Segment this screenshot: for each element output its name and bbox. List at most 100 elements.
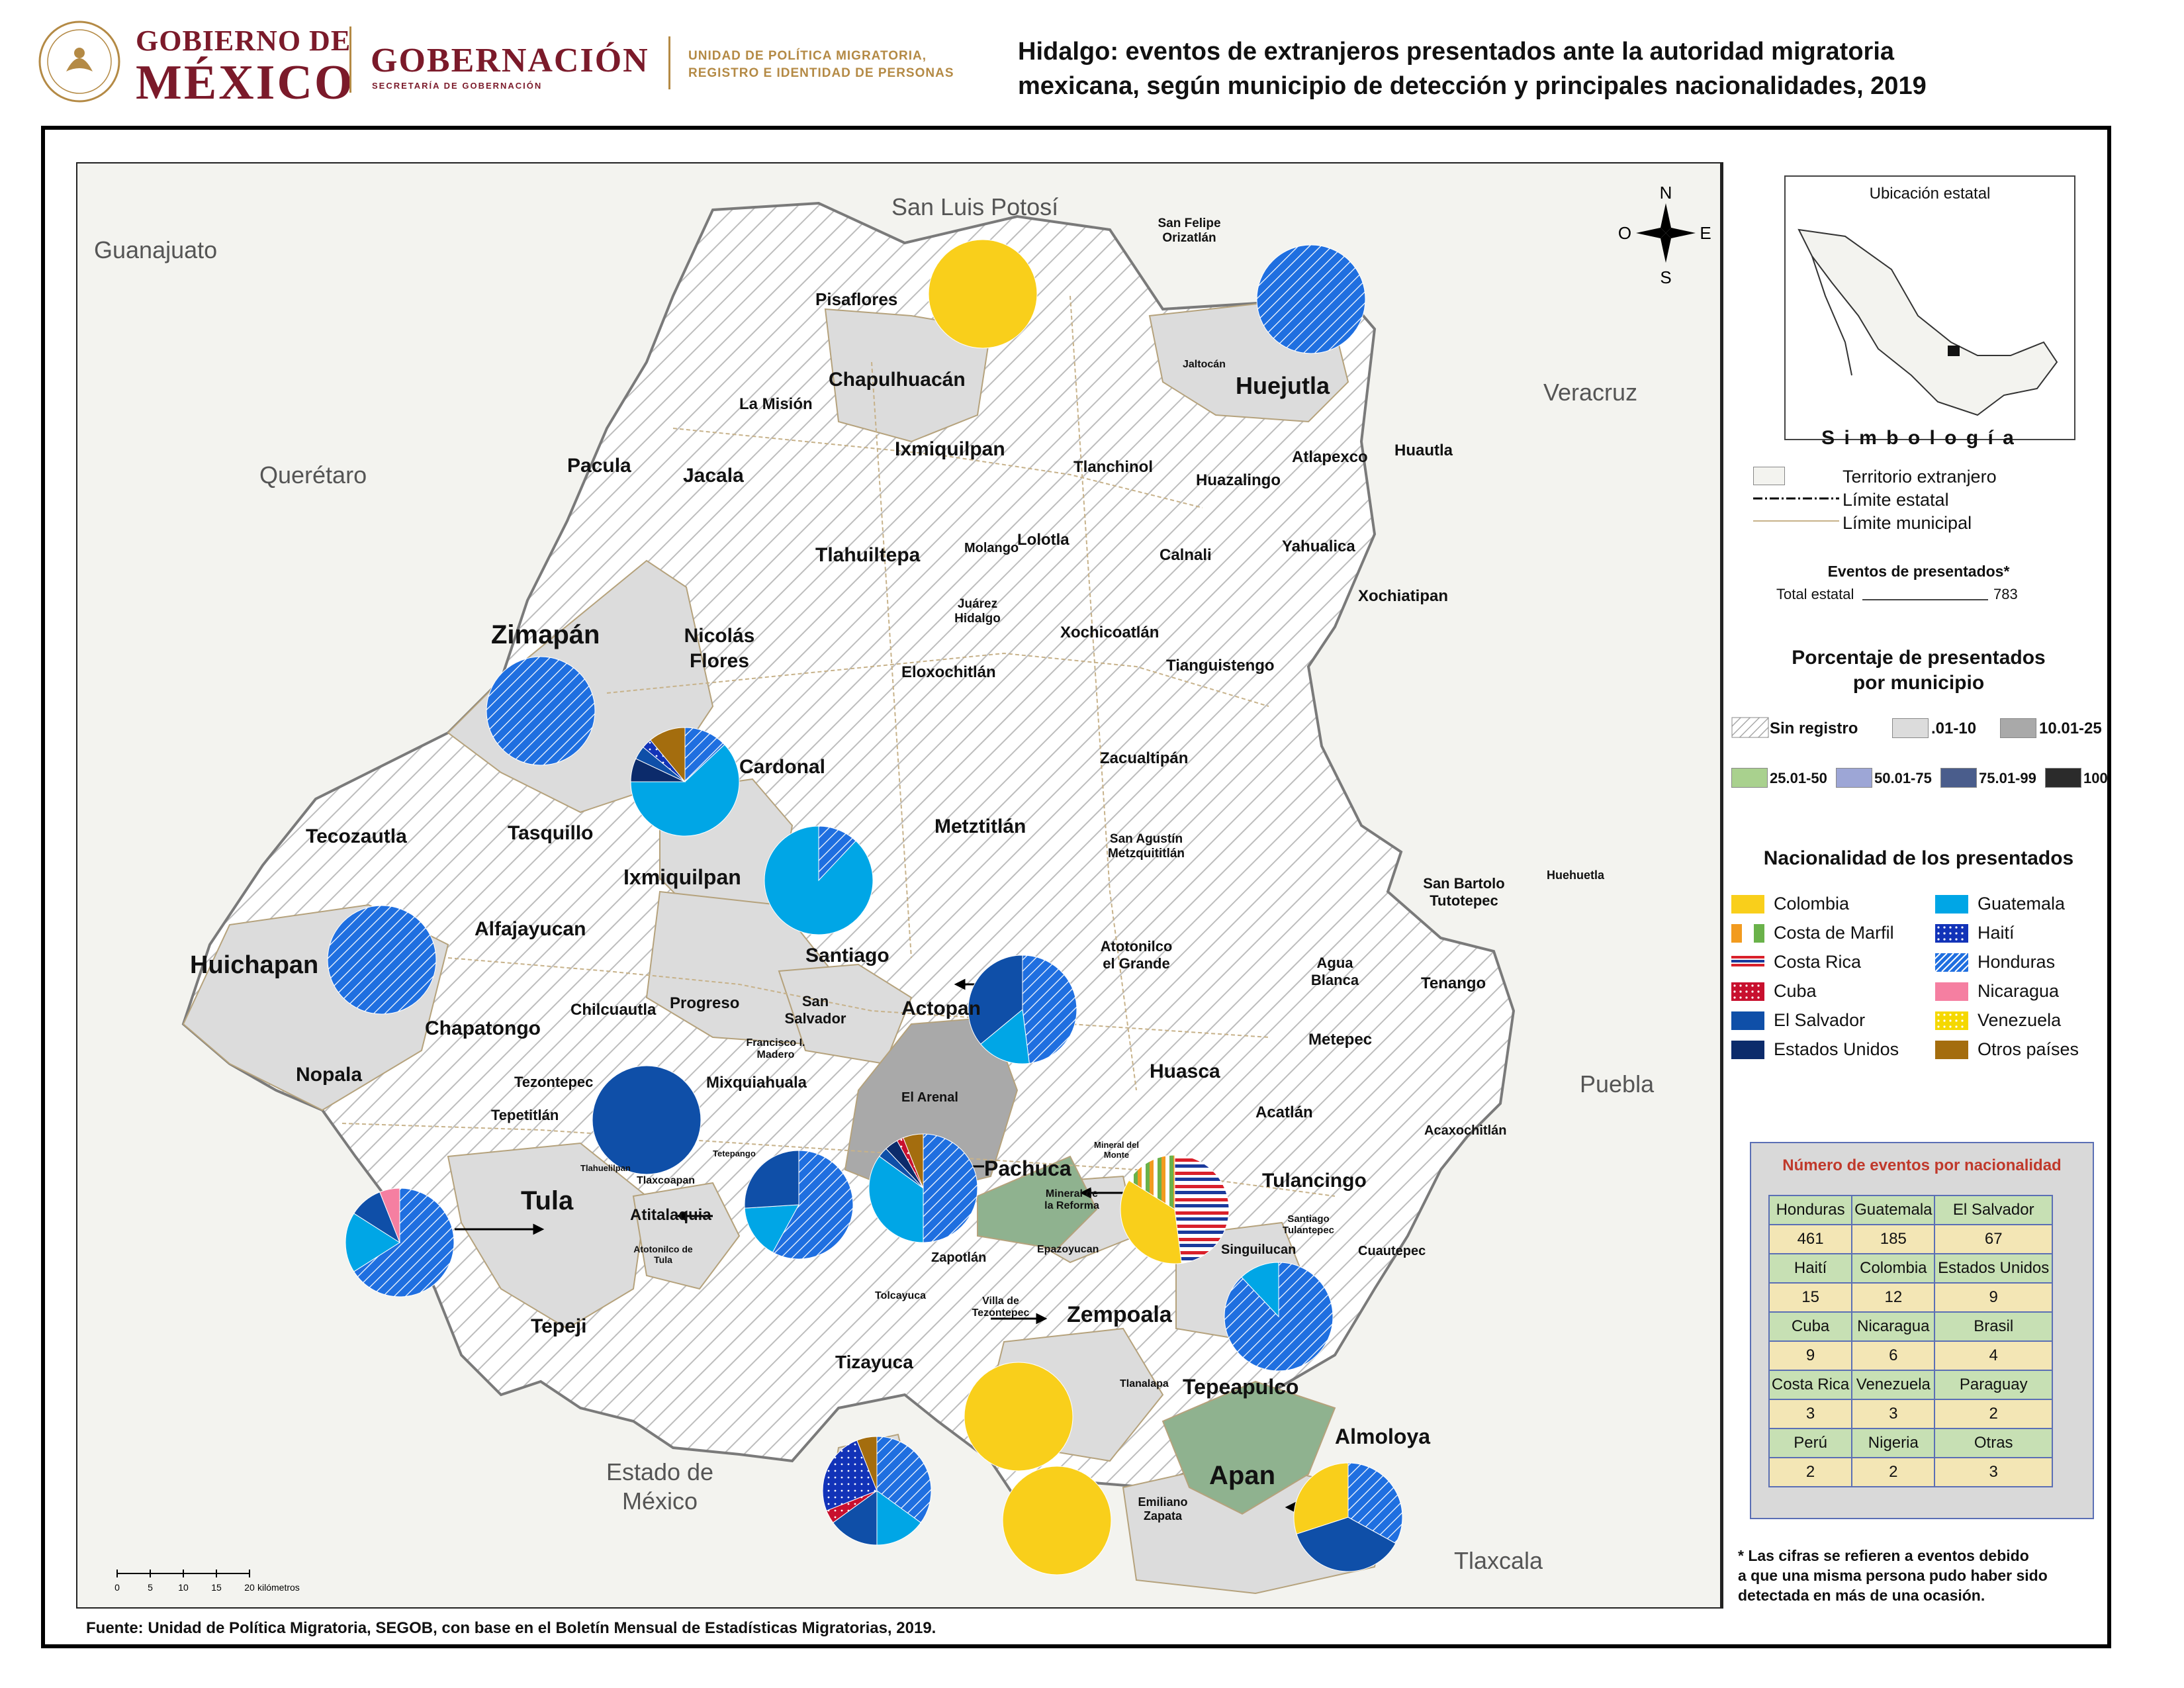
pie-pachuca-slice-1 [868, 1156, 924, 1243]
lbl-pachuca: Pachuca [984, 1156, 1071, 1180]
pie-cardonal-slice-0 [684, 727, 725, 783]
scale-unit: kilómetros [257, 1582, 300, 1593]
count-header-2-1: Nicaragua [1851, 1311, 1936, 1342]
lbl-huautla: Huautla [1394, 442, 1453, 459]
lbl-alfajayucan: Alfajayucan [475, 918, 586, 940]
territorio-label: Territorio extranjero [1843, 467, 1997, 487]
title-line1: Hidalgo: eventos de extranjeros presenta… [1018, 38, 1895, 66]
pie-tula-slice-0 [353, 1188, 455, 1297]
total-rule [1862, 599, 1988, 600]
municipio-pachuca-shape [977, 1155, 1098, 1250]
count-value-4-1: 2 [1851, 1457, 1936, 1487]
title-line2: mexicana, según municipio de detección y… [1018, 72, 1927, 100]
lbl-tlanalapa: Tlanalapa [1120, 1378, 1169, 1389]
compass-n: N [1660, 183, 1672, 203]
nat-swatch-8 [1731, 1011, 1764, 1030]
lbl-zempoala: Zempoala [1067, 1302, 1172, 1327]
eventos-title: Eventos de presentados* [1827, 563, 2010, 580]
lbl-el-arenal: El Arenal [901, 1090, 958, 1105]
total-value: 783 [1993, 586, 2018, 602]
nat-swatch-2 [1731, 924, 1764, 943]
pie-tizayuca-slice-4 [822, 1440, 878, 1511]
unidad-line2: REGISTRO E IDENTIDAD DE PERSONAS [688, 66, 954, 80]
count-header-0-0: Honduras [1768, 1195, 1853, 1225]
class-2-swatch [2000, 718, 2036, 738]
class-2-label: 10.01-25 [2039, 720, 2102, 737]
lbl-cardonal: Cardonal [739, 756, 826, 778]
limite-estatal-icon [1753, 497, 1839, 500]
limite-estatal-label: Límite estatal [1843, 490, 1949, 510]
lbl-pisaflores: Pisaflores [815, 289, 898, 309]
class-1-swatch [1892, 718, 1929, 738]
lbl-atotonilco-tula: Atotonilco de Tula [633, 1244, 693, 1265]
lbl-huasca: Huasca [1150, 1060, 1220, 1082]
state-san-luis: San Luis Potosí [891, 193, 1059, 220]
nat-label-5: Honduras [1978, 952, 2056, 972]
class-1-label: .01-10 [1931, 720, 1977, 737]
municipio-atitalaquia-shape [632, 1182, 741, 1290]
lbl-tizayuca: Tizayuca [835, 1352, 913, 1372]
lbl-mixquiahuala: Mixquiahuala [706, 1074, 807, 1092]
map-panel: N S E O 0 5 10 15 20 kilómetros San Luis… [76, 162, 1721, 1609]
lbl-actopan: Actopan [901, 998, 981, 1019]
pie-huichapan-slice-0 [327, 905, 437, 1015]
locator-map: Ubicación estatal [1784, 175, 2075, 440]
pie-ixmiquilpan-slice-0 [818, 825, 856, 882]
lbl-metztitlan: Metztitlán [934, 816, 1026, 837]
gobierno-line2: MÉXICO [136, 56, 355, 110]
nat-label-2: Costa de Marfil [1774, 923, 1894, 943]
lbl-tepeapulco: Tepeapulco [1183, 1375, 1299, 1399]
count-value-1-1: 12 [1851, 1282, 1936, 1313]
lbl-chilcuautla: Chilcuautla [570, 1001, 657, 1019]
lbl-epazoyucan: Epazoyucan [1037, 1244, 1099, 1255]
count-value-4-2: 3 [1934, 1457, 2053, 1487]
lbl-jacala: Jacala [683, 465, 744, 487]
lbl-atotonilco-grande: Atotonilco el Grande [1100, 938, 1173, 972]
lbl-juarez: Juárez Hidalgo [954, 597, 1001, 626]
pie-actopan-slice-0 [1022, 955, 1077, 1064]
mexico-locator-icon [1797, 228, 2058, 416]
unidad-text: UNIDAD DE POLÍTICA MIGRATORIA, REGISTRO … [688, 48, 954, 82]
lbl-tianguistengo: Tianguistengo [1166, 657, 1275, 675]
count-value-3-2: 2 [1934, 1399, 2053, 1429]
nat-swatch-6 [1731, 982, 1764, 1001]
lbl-tetepango: Tetepango [713, 1149, 756, 1158]
pie-huejutla-slice-0 [1256, 244, 1366, 354]
pie-tula-slice-3 [379, 1188, 400, 1243]
limite-municipal-icon [1753, 520, 1839, 522]
mexico-seal-icon [38, 21, 120, 103]
compass-e: E [1700, 223, 1711, 243]
nat-label-9: Venezuela [1978, 1010, 2062, 1030]
scale-bar: 0 5 10 15 20 kilómetros [114, 1570, 300, 1593]
pie-tizayuca-slice-0 [876, 1436, 932, 1523]
page-title: Hidalgo: eventos de extranjeros presenta… [1018, 34, 2143, 103]
footnote-2: a que una misma persona pudo haber sido [1738, 1567, 2048, 1584]
pie-mineral_reforma-slice-2 [1128, 1154, 1175, 1210]
scale-tick-20: 20 [244, 1582, 255, 1593]
porcentaje-title-1: Porcentaje de presentados [1792, 647, 2046, 669]
class-5-label: 75.01-99 [1979, 770, 2036, 786]
lbl-atlapexco: Atlapexco [1292, 448, 1368, 466]
footnote: * Las cifras se refieren a eventos debid… [1738, 1546, 2048, 1605]
count-header-1-1: Colombia [1851, 1253, 1936, 1284]
nat-label-7: Nicaragua [1978, 981, 2060, 1001]
count-header-1-2: Estados Unidos [1934, 1253, 2053, 1284]
compass-o: O [1618, 223, 1631, 243]
pie-apan_colombia-slice-0 [1002, 1466, 1112, 1575]
gobernacion-sub: SECRETARÍA DE GOBERNACIÓN [372, 81, 543, 91]
lbl-tepehuacan: Ixmiquilpan [895, 438, 1005, 460]
count-header-0-1: Guatemala [1851, 1195, 1936, 1225]
lbl-singuilucan: Singuilucan [1221, 1243, 1297, 1257]
class-6-swatch [2045, 768, 2081, 788]
count-value-2-1: 6 [1851, 1340, 1936, 1371]
header: GOBIERNO DE MÉXICO GOBERNACIÓN SECRETARÍ… [0, 0, 2184, 119]
count-value-2-0: 9 [1768, 1340, 1853, 1371]
municipio-santiago-shape [778, 963, 913, 1065]
state-guanajuato: Guanajuato [94, 236, 218, 263]
lbl-huazalingo: Huazalingo [1196, 471, 1281, 489]
porcentaje-title-2: por municipio [1852, 672, 1985, 694]
state-queretaro: Querétaro [259, 461, 367, 489]
lbl-zacualtipan: Zacualtipán [1100, 749, 1189, 767]
lbl-chapulhuacan: Chapulhuacán [829, 369, 966, 391]
total-label: Total estatal [1776, 586, 1854, 602]
